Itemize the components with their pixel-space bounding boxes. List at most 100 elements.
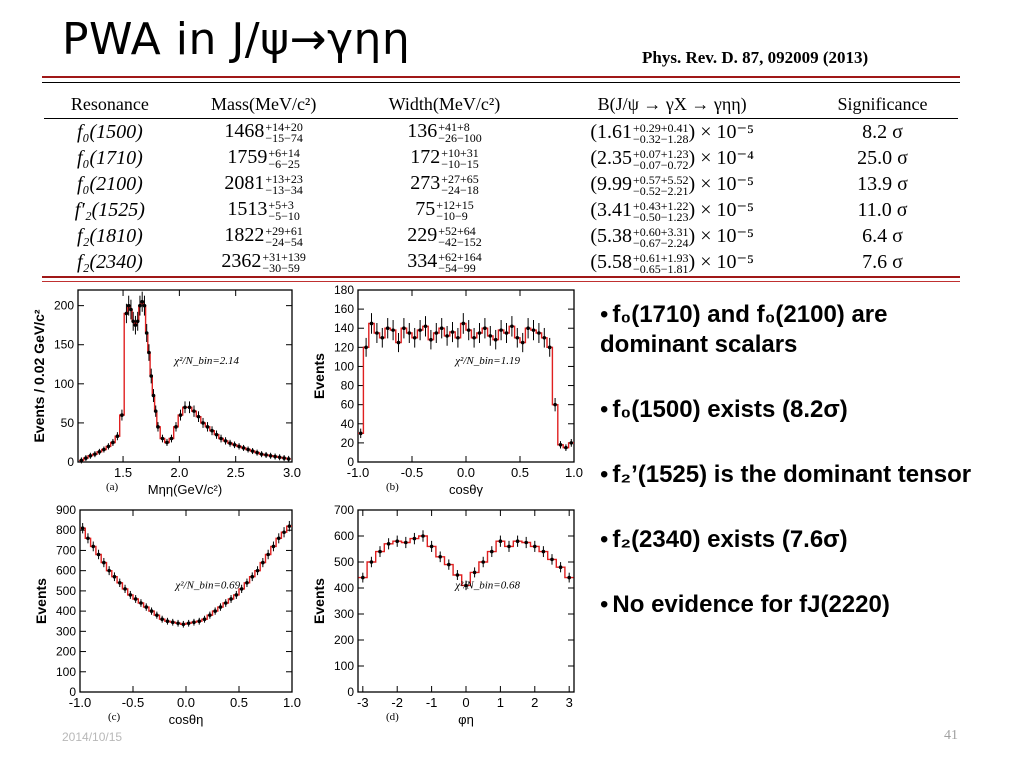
data-point <box>93 452 97 456</box>
slide-title: PWA in J/ψ→γηη <box>62 14 411 65</box>
data-point <box>178 413 183 417</box>
header-mass: Mass(MeV/c²) <box>175 90 352 119</box>
data-point <box>507 544 511 549</box>
data-point <box>133 597 138 601</box>
data-point <box>553 402 557 407</box>
data-point <box>255 568 260 573</box>
data-point <box>380 335 385 340</box>
significance-value: 25.0 σ <box>857 146 908 169</box>
data-point <box>192 620 196 625</box>
header-significance: Significance <box>806 90 958 119</box>
uncertainty: +10+31 −10−15 <box>441 147 479 170</box>
x-tick-label: 0.5 <box>230 695 248 710</box>
cell-mass: 2081 +13+23 −13−34 <box>176 171 352 197</box>
data-point <box>266 552 270 557</box>
uncertainty: +62+164 −54−99 <box>438 249 482 275</box>
data-point <box>186 621 191 626</box>
data-point <box>160 617 164 621</box>
y-tick-label: 700 <box>334 503 354 517</box>
header-resonance: Resonance <box>44 90 176 119</box>
cell-resonance: f₂(1810) <box>44 223 176 249</box>
bullet-item: • No evidence for fJ(2220) <box>600 590 980 620</box>
uncertainty-up: +0.57+5.52 <box>632 172 689 187</box>
data-point <box>187 405 192 410</box>
data-point <box>504 331 509 335</box>
data-point <box>429 337 433 342</box>
uncertainty-up: +62+164 <box>438 249 482 264</box>
uncertainty-down: −26−100 <box>438 130 482 145</box>
y-tick-label: 500 <box>56 584 76 598</box>
table-row: f₀(1500) 1468 +14+20 −15−74 136 +41+8 −26−100(… <box>44 119 958 146</box>
resonance-name: f₂(1810) <box>76 224 143 247</box>
uncertainty: +0.07+1.23 −0.07−0.72 <box>633 148 689 171</box>
data-point <box>524 540 528 545</box>
resonance-table: Resonance Mass(MeV/c²) Width(MeV/c²) B(J… <box>44 90 958 275</box>
data-point <box>358 431 363 436</box>
chi2-label: χ²/N_bin=0.68 <box>454 579 520 591</box>
cell-significance: 11.0 σ <box>807 197 958 223</box>
data-point <box>541 549 546 554</box>
uncertainty: +6+14 −6−25 <box>268 147 300 170</box>
data-point <box>169 436 174 441</box>
x-tick-label: 1 <box>497 695 504 710</box>
data-point <box>250 449 255 453</box>
page-number: 41 <box>944 728 958 743</box>
data-point <box>537 331 541 335</box>
chi2-label: χ²/N_bin=1.19 <box>454 355 520 367</box>
data-point <box>423 324 428 329</box>
chi2-label: χ²/N_bin=2.14 <box>173 355 239 367</box>
uncertainty: +0.61+1.93 −0.65−1.81 <box>633 252 689 275</box>
data-point <box>493 337 498 342</box>
data-point <box>386 542 391 546</box>
bullet-text: f₂(2340) exists (7.6σ) <box>612 526 848 553</box>
data-point <box>434 331 439 335</box>
x-tick-label: 3.0 <box>283 465 301 480</box>
data-point <box>282 530 286 535</box>
uncertainty-down: −0.32−1.28 <box>632 131 689 146</box>
resonance-name: f₂(2340) <box>76 250 143 273</box>
data-point <box>477 331 482 335</box>
uncertainty-up: +27+65 <box>441 171 479 186</box>
uncertainty-up: +13+23 <box>265 171 303 186</box>
data-point <box>531 328 536 332</box>
bullet-item: • f₀(1500) exists (8.2σ) <box>600 395 980 425</box>
y-axis-label: Events <box>311 353 327 399</box>
data-point <box>277 455 282 460</box>
bullet-dot: • <box>600 461 609 488</box>
data-point <box>564 445 568 450</box>
data-point <box>445 334 449 338</box>
x-axis-label: cosθγ <box>449 482 483 497</box>
table-row: f′₂(1525) 1513 +5+3 −5−10 75 +12+15 −10−9 (3.41… <box>44 197 958 223</box>
width-value: 136 <box>407 120 438 143</box>
table-bottom-rule <box>42 276 960 278</box>
data-point <box>464 583 468 588</box>
data-point <box>558 443 563 447</box>
bullet-dot: • <box>600 301 609 328</box>
data-point <box>213 609 217 613</box>
data-point <box>455 573 460 577</box>
data-point <box>515 335 520 340</box>
data-point <box>438 555 443 559</box>
data-point <box>129 307 133 312</box>
data-point <box>142 303 147 308</box>
data-point <box>250 574 255 579</box>
uncertainty: +41+8 −26−100 <box>438 121 482 145</box>
width-value: 229 <box>407 224 438 247</box>
uncertainty: +0.29+0.41 −0.32−1.28 <box>632 122 689 146</box>
data-point <box>196 414 201 419</box>
data-point <box>237 444 241 449</box>
y-tick-label: 180 <box>334 283 354 297</box>
uncertainty: +0.43+1.22 −0.50−1.23 <box>633 200 689 223</box>
data-point <box>102 560 106 565</box>
cell-width: 273 +27+65 −24−18 <box>352 171 538 197</box>
significance-value: 8.2 σ <box>862 120 903 143</box>
uncertainty-down: −54−99 <box>438 260 476 275</box>
resonance-name: f′₂(1525) <box>74 198 145 221</box>
x-axis-label: cosθη <box>169 712 204 727</box>
data-point <box>208 613 212 617</box>
bullet-dot: • <box>600 591 609 618</box>
data-point <box>144 331 149 335</box>
data-point <box>276 536 281 541</box>
x-tick-label: 2.0 <box>170 465 188 480</box>
slide-date: 2014/10/15 <box>62 730 123 744</box>
